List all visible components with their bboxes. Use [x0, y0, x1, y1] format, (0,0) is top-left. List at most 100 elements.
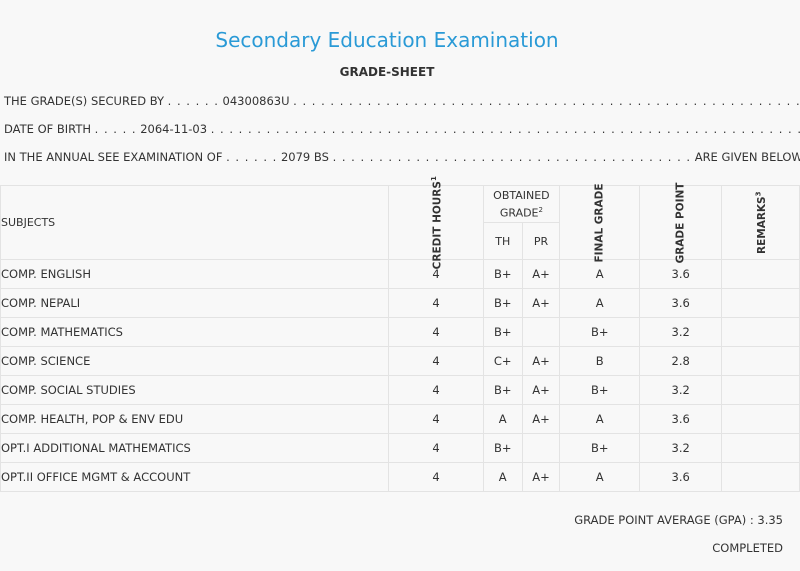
subject-cell: COMP. SCIENCE [0, 346, 390, 376]
final-grade-cell: A [559, 288, 641, 318]
exam-suffix: ARE GIVEN BELOW . . . [694, 150, 800, 164]
exam-value: 2079 BS [280, 150, 329, 164]
pr-label: PR [533, 234, 549, 248]
dob-line: DATE OF BIRTH . . . . . 2064-11-03 . . .… [4, 122, 800, 136]
subject-cell: OPT.II OFFICE MGMT & ACCOUNT [0, 462, 390, 492]
grade-point-cell: 3.6 [639, 288, 723, 318]
grade-point-cell: 3.6 [639, 462, 723, 492]
credit-hours-label: CREDIT HOURS [431, 180, 444, 270]
th-header: TH [482, 222, 523, 260]
subject-cell: OPT.I ADDITIONAL MATHEMATICS [0, 433, 390, 463]
credit-cell: 4 [388, 317, 484, 347]
credit-hours-header: CREDIT HOURS1 [388, 176, 484, 269]
remarks-cell [721, 259, 800, 289]
th-label: TH [495, 234, 511, 248]
th-cell: B+ [482, 375, 523, 405]
table-row: COMP. ENGLISH 4 B+ A+ A 3.6 [0, 259, 800, 289]
remarks-cell [721, 288, 800, 318]
credit-cell: 4 [388, 462, 484, 492]
remarks-cell [721, 346, 800, 376]
pr-cell: A+ [521, 462, 561, 492]
gpa-summary: GRADE POINT AVERAGE (GPA) : 3.35 [574, 513, 783, 527]
dots: . . . . . . [167, 94, 219, 108]
th-cell: A [482, 462, 523, 492]
final-grade-label: FINAL GRADE [593, 182, 606, 263]
remarks-label: REMARKS [756, 196, 769, 254]
pr-cell [521, 433, 561, 463]
page-subtitle: GRADE-SHEET [339, 65, 435, 79]
remarks-cell [721, 433, 800, 463]
table-row: COMP. HEALTH, POP & ENV EDU 4 A A+ A 3.6 [0, 404, 800, 434]
subject-cell: COMP. NEPALI [0, 288, 390, 318]
subject-cell: COMP. HEALTH, POP & ENV EDU [0, 404, 390, 434]
final-grade-cell: A [559, 404, 641, 434]
final-grade-cell: B [559, 346, 641, 376]
header-row: SUBJECTS CREDIT HOURS1 OBTAINED GRADE2 F… [0, 176, 800, 269]
final-grade-cell: B+ [559, 317, 641, 347]
pr-header: PR [521, 222, 561, 260]
pr-cell: A+ [521, 404, 561, 434]
dob-label: DATE OF BIRTH [4, 122, 92, 136]
grade-point-cell: 3.2 [639, 317, 723, 347]
final-grade-header: FINAL GRADE [559, 182, 641, 263]
pr-cell: A+ [521, 375, 561, 405]
th-cell: B+ [482, 259, 523, 289]
page-title: Secondary Education Examination [215, 28, 559, 52]
grade-point-label: GRADE POINT [674, 182, 687, 263]
credit-cell: 4 [388, 346, 484, 376]
th-cell: B+ [482, 317, 523, 347]
secured-by-label: THE GRADE(S) SECURED BY [4, 94, 165, 108]
table-row: COMP. NEPALI 4 B+ A+ A 3.6 [0, 288, 800, 318]
secured-by-line: THE GRADE(S) SECURED BY . . . . . . 0430… [4, 94, 800, 108]
remarks-sup: 3 [754, 191, 763, 197]
grade-point-cell: 3.6 [639, 404, 723, 434]
credit-sup: 1 [430, 175, 439, 181]
table-row: OPT.II OFFICE MGMT & ACCOUNT 4 A A+ A 3.6 [0, 462, 800, 492]
subheader-row: TH PR [1, 222, 800, 260]
table-row: OPT.I ADDITIONAL MATHEMATICS 4 B+ B+ 3.2 [0, 433, 800, 463]
subjects-header: SUBJECTS [0, 185, 390, 260]
credit-cell: 4 [388, 375, 484, 405]
grade-point-cell: 3.6 [639, 259, 723, 289]
status-text: COMPLETED [712, 541, 783, 555]
dob-value: 2064-11-03 [140, 122, 208, 136]
th-cell: C+ [482, 346, 523, 376]
remarks-cell [721, 404, 800, 434]
subjects-header-label: SUBJECTS [1, 216, 56, 229]
table-row: COMP. SCIENCE 4 C+ A+ B 2.8 [0, 346, 800, 376]
obtained-grade-label: OBTAINED GRADE [493, 188, 550, 220]
pr-cell [521, 317, 561, 347]
exam-line: IN THE ANNUAL SEE EXAMINATION OF . . . .… [4, 150, 800, 164]
grade-table: SUBJECTS CREDIT HOURS1 OBTAINED GRADE2 F… [0, 176, 800, 492]
final-grade-cell: A [559, 462, 641, 492]
credit-cell: 4 [388, 404, 484, 434]
final-grade-cell: B+ [559, 375, 641, 405]
th-cell: B+ [482, 433, 523, 463]
pr-cell: A+ [521, 288, 561, 318]
final-grade-cell: B+ [559, 433, 641, 463]
remarks-cell [721, 375, 800, 405]
dots: . . . . . . . . . . . . . . . . . . . . … [210, 122, 800, 136]
dots: . . . . . . [226, 150, 278, 164]
gpa-label: GRADE POINT AVERAGE (GPA) : [574, 513, 754, 527]
pr-cell: A+ [521, 259, 561, 289]
grade-point-header: GRADE POINT [639, 182, 723, 263]
grade-point-cell: 2.8 [639, 346, 723, 376]
th-cell: A [482, 404, 523, 434]
subject-cell: COMP. MATHEMATICS [0, 317, 390, 347]
subject-cell: COMP. SOCIAL STUDIES [0, 375, 390, 405]
gpa-value: 3.35 [757, 513, 783, 527]
exam-label: IN THE ANNUAL SEE EXAMINATION OF [4, 150, 223, 164]
remarks-cell [721, 462, 800, 492]
table-row: COMP. MATHEMATICS 4 B+ B+ 3.2 [0, 317, 800, 347]
table-row: COMP. SOCIAL STUDIES 4 B+ A+ B+ 3.2 [0, 375, 800, 405]
dots: . . . . . . . . . . . . . . . . . . . . … [332, 150, 692, 164]
dots: . . . . . [94, 122, 137, 136]
remarks-header: REMARKS3 [721, 185, 800, 260]
remarks-cell [721, 317, 800, 347]
obtained-grade-header: OBTAINED GRADE2 [482, 185, 561, 223]
final-grade-cell: A [559, 259, 641, 289]
obtained-sup: 2 [538, 205, 543, 214]
grade-point-cell: 3.2 [639, 433, 723, 463]
secured-by-value: 04300863U [222, 94, 290, 108]
